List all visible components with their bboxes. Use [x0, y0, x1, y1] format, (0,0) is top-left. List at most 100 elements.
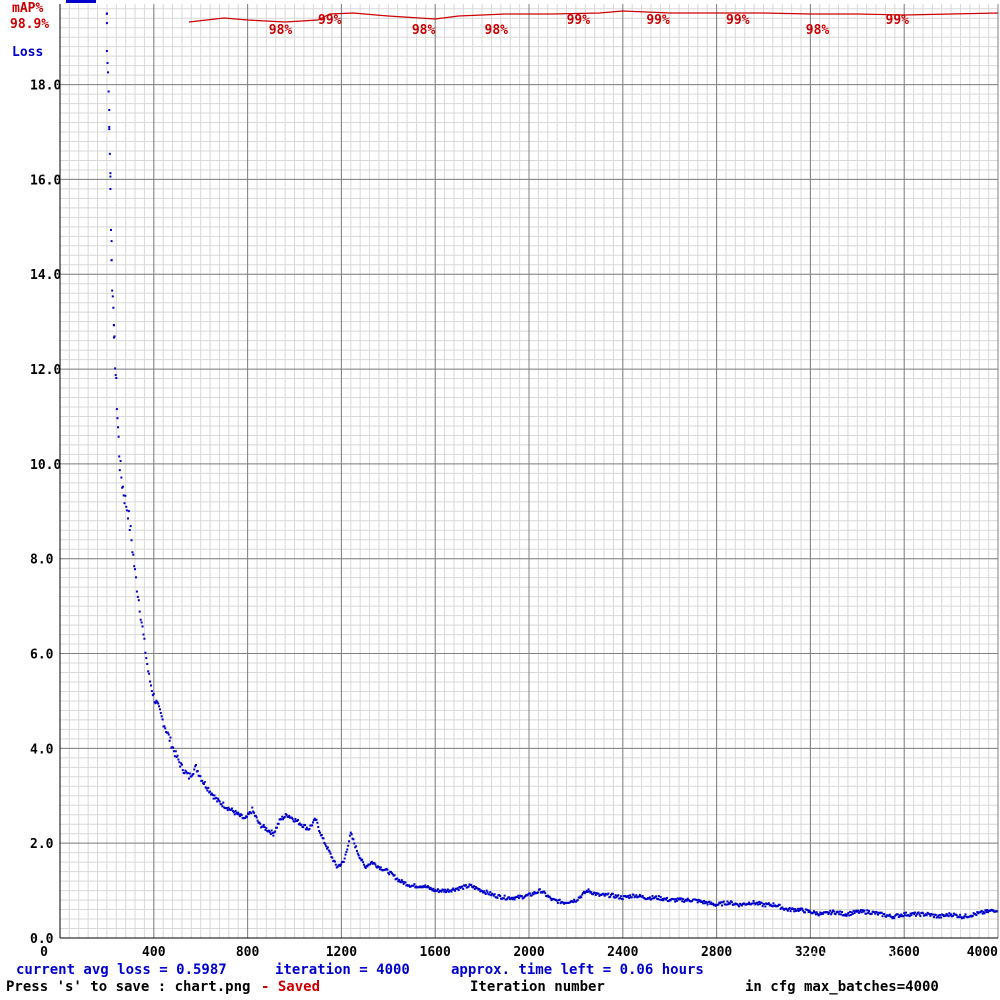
loss-point [473, 887, 476, 890]
loss-point [211, 794, 214, 797]
loss-point [491, 893, 494, 896]
loss-point [156, 701, 159, 704]
loss-point [355, 845, 358, 848]
loss-point [109, 172, 112, 175]
loss-point [574, 900, 577, 903]
loss-point [188, 772, 191, 775]
loss-point [788, 906, 791, 909]
loss-point [294, 817, 297, 820]
loss-point [532, 893, 535, 896]
loss-point [108, 128, 111, 131]
loss-point [914, 911, 917, 914]
loss-point [859, 910, 862, 913]
loss-point [263, 826, 266, 829]
loss-point [964, 913, 967, 916]
loss-point [513, 898, 516, 901]
loss-point [587, 888, 590, 891]
loss-point [795, 909, 798, 912]
loss-point [819, 911, 822, 914]
loss-point [925, 914, 928, 917]
loss-point [190, 775, 193, 778]
loss-point [843, 914, 846, 917]
loss-point [713, 903, 716, 906]
loss-point [890, 915, 893, 918]
loss-point [883, 913, 886, 916]
loss-point [708, 900, 711, 903]
loss-point [530, 894, 533, 897]
loss-point [187, 777, 190, 780]
loss-point [960, 916, 963, 919]
loss-point [311, 824, 314, 827]
loss-point [941, 913, 944, 916]
loss-point [300, 823, 303, 826]
loss-point [256, 819, 259, 822]
loss-point [424, 884, 427, 887]
loss-point [336, 865, 339, 868]
loss-point [592, 893, 595, 896]
loss-point [667, 900, 670, 903]
loss-point [107, 71, 110, 74]
loss-point [112, 336, 115, 339]
loss-point [590, 891, 593, 894]
loss-point [860, 911, 863, 914]
loss-point [423, 885, 426, 888]
loss-point [331, 856, 334, 859]
loss-point [840, 913, 843, 916]
loss-point [541, 891, 544, 894]
loss-point [740, 904, 743, 907]
loss-point [462, 887, 465, 890]
loss-point [450, 890, 453, 893]
loss-point [157, 702, 160, 705]
loss-point [867, 911, 870, 914]
loss-point [140, 621, 143, 624]
loss-point [859, 909, 862, 912]
loss-point [344, 853, 347, 856]
loss-point [347, 844, 350, 847]
legend-swatch [66, 0, 96, 3]
loss-point [593, 891, 596, 894]
loss-point [430, 888, 433, 891]
loss-point [447, 890, 450, 893]
loss-point [218, 800, 221, 803]
loss-point [429, 886, 432, 889]
loss-point [851, 912, 854, 915]
loss-point [115, 377, 118, 380]
loss-point [302, 826, 305, 829]
loss-point [128, 528, 131, 531]
loss-point [328, 850, 331, 853]
loss-point [832, 910, 835, 913]
loss-point [891, 917, 894, 920]
loss-point [108, 152, 111, 155]
loss-point [727, 903, 730, 906]
loss-point [147, 670, 150, 673]
loss-point [885, 915, 888, 918]
loss-point [974, 913, 977, 916]
loss-point [443, 890, 446, 893]
loss-point [892, 915, 895, 918]
loss-point [339, 864, 342, 867]
loss-point [272, 834, 275, 837]
x-tick-label: 3200 [795, 945, 826, 960]
loss-point [323, 841, 326, 844]
loss-point [458, 885, 461, 888]
loss-point [531, 892, 534, 895]
loss-point [801, 907, 804, 910]
loss-point [192, 772, 195, 775]
loss-point [106, 62, 109, 65]
loss-point [167, 733, 170, 736]
loss-point [237, 811, 240, 814]
loss-point [635, 894, 638, 897]
loss-point [602, 893, 605, 896]
loss-point [828, 911, 831, 914]
loss-point [503, 894, 506, 897]
loss-point [482, 890, 485, 893]
loss-point [315, 818, 318, 821]
loss-point [830, 913, 833, 916]
loss-point [932, 913, 935, 916]
loss-point [137, 599, 140, 602]
loss-point [195, 763, 198, 766]
loss-point [638, 893, 641, 896]
loss-point [829, 909, 832, 912]
loss-point [585, 889, 588, 892]
loss-point [244, 817, 247, 820]
